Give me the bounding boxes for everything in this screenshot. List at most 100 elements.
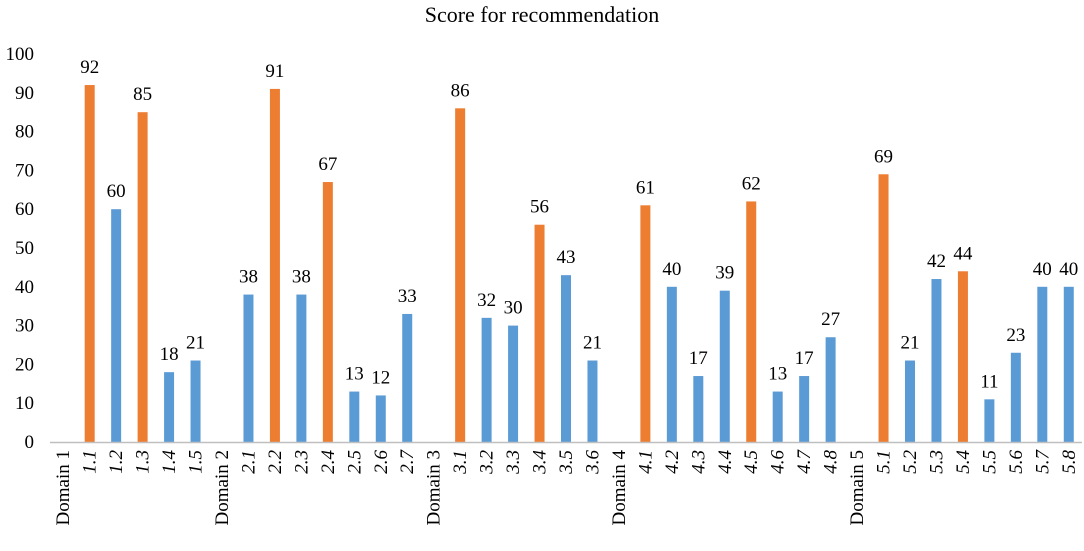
data-label: 67 <box>318 154 337 175</box>
data-labels: 92 60 85 18 21 38 91 38 67 13 12 33 86 32 30 56 43 21 61 40… <box>80 57 1078 392</box>
x-tick-label: 5.7 <box>1032 449 1053 474</box>
x-tick-label: 4.2 <box>662 450 683 474</box>
x-tick-label: 1.4 <box>159 450 180 474</box>
data-label: 17 <box>795 348 814 369</box>
y-tick-label: 60 <box>15 199 34 220</box>
y-tick-label: 40 <box>15 277 34 298</box>
x-tick-label: 5.1 <box>874 450 895 474</box>
y-tick-label: 20 <box>15 354 34 375</box>
bar <box>719 290 730 442</box>
data-label: 40 <box>662 259 681 280</box>
x-tick-label: 2.7 <box>397 449 418 474</box>
bar <box>1010 352 1021 442</box>
x-tick-label: 2.4 <box>318 450 339 474</box>
x-tick-label: 4.5 <box>741 450 762 474</box>
x-tick-label: 3.6 <box>582 450 603 475</box>
bar <box>772 391 783 442</box>
x-tick-label: 1.2 <box>106 450 127 474</box>
bars <box>84 85 1074 443</box>
data-label: 21 <box>901 333 920 354</box>
bar <box>931 279 942 442</box>
x-tick-label: Domain 1 <box>53 450 74 525</box>
x-tick-label: Domain 4 <box>609 450 630 526</box>
bar <box>640 205 651 442</box>
data-label: 30 <box>504 298 523 319</box>
x-tick-label: 5.3 <box>926 450 947 474</box>
y-tick-label: 10 <box>15 393 34 414</box>
x-tick-label: 1.1 <box>80 450 101 474</box>
bar <box>322 182 333 443</box>
x-tick-label: 4.3 <box>688 450 709 474</box>
data-label: 18 <box>160 344 179 365</box>
x-tick-label: 4.4 <box>715 450 736 474</box>
data-label: 86 <box>451 80 470 101</box>
data-label: 69 <box>874 146 893 167</box>
x-tick-label: 4.8 <box>821 450 842 474</box>
x-tick-label: 2.5 <box>344 450 365 474</box>
x-tick-label: Domain 5 <box>847 450 868 525</box>
x-tick-label: 2.3 <box>291 450 312 474</box>
x-tick-label: 5.6 <box>1006 450 1027 474</box>
data-label: 21 <box>583 333 602 354</box>
y-tick-label: 70 <box>15 160 34 181</box>
bar <box>905 360 915 442</box>
chart-title: Score for recommendation <box>424 2 660 27</box>
x-tick-label: 4.7 <box>794 449 815 474</box>
x-tick-label: 4.6 <box>768 450 789 474</box>
bar <box>84 85 95 442</box>
data-label: 91 <box>265 61 284 82</box>
x-tick-label: 3.3 <box>503 450 524 475</box>
data-label: 44 <box>953 243 973 264</box>
data-label: 13 <box>768 364 787 385</box>
data-label: 11 <box>980 371 998 392</box>
data-label: 60 <box>107 181 126 202</box>
data-label: 56 <box>530 197 549 218</box>
bar <box>746 201 757 442</box>
data-label: 21 <box>186 333 205 354</box>
x-tick-label: 4.1 <box>635 450 656 474</box>
y-tick-label: 80 <box>15 122 34 143</box>
data-label: 40 <box>1059 259 1078 280</box>
x-tick-label: Domain 2 <box>212 450 233 525</box>
bar <box>957 271 968 442</box>
bar <box>666 286 677 442</box>
x-tick-label: 3.1 <box>450 450 471 475</box>
bar <box>1037 286 1048 442</box>
data-label: 32 <box>477 290 496 311</box>
data-label: 92 <box>80 57 99 78</box>
x-tick-label: 2.1 <box>238 450 259 474</box>
data-label: 43 <box>557 247 576 268</box>
bar <box>561 275 571 442</box>
y-tick-label: 0 <box>25 432 35 453</box>
bar <box>164 372 175 442</box>
bar <box>190 360 201 442</box>
bar <box>825 337 836 442</box>
y-tick-label: 50 <box>15 238 34 259</box>
bar <box>243 294 254 442</box>
x-tick-label: 3.2 <box>477 450 498 475</box>
x-tick-label: 5.2 <box>900 450 921 474</box>
y-tick-label: 100 <box>6 44 35 65</box>
y-tick-label: 90 <box>15 83 34 104</box>
data-label: 33 <box>398 286 417 307</box>
bar <box>587 360 598 442</box>
bar <box>693 376 704 442</box>
data-label: 38 <box>292 267 311 288</box>
bar <box>402 313 413 442</box>
x-tick-label: 5.8 <box>1059 450 1080 474</box>
x-tick-label: 3.5 <box>556 450 577 475</box>
bar <box>481 317 492 442</box>
bar <box>1063 286 1074 442</box>
data-label: 40 <box>1033 259 1052 280</box>
bar <box>375 395 386 442</box>
x-tick-label: 2.6 <box>371 450 392 474</box>
data-label: 61 <box>636 177 655 198</box>
y-tick-label: 30 <box>15 316 34 337</box>
bar <box>799 376 810 442</box>
bar <box>349 391 360 442</box>
data-label: 38 <box>239 267 258 288</box>
x-tick-label: 1.5 <box>186 450 207 474</box>
bar <box>508 325 519 442</box>
